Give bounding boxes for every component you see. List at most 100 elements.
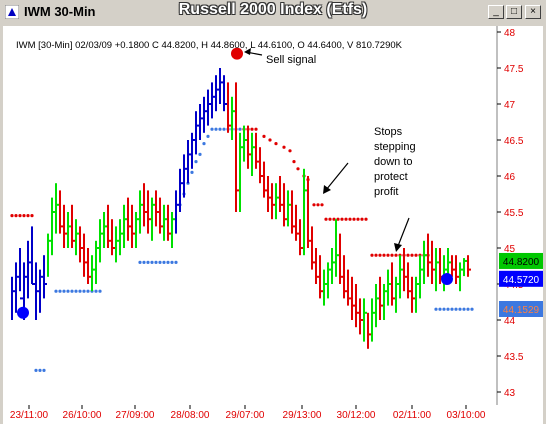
price-bar bbox=[459, 262, 463, 292]
price-bar bbox=[331, 248, 335, 284]
price-bar bbox=[343, 255, 347, 299]
price-bar bbox=[27, 240, 31, 299]
support-dot bbox=[470, 307, 474, 311]
price-bar bbox=[159, 197, 163, 234]
support-dot bbox=[150, 260, 154, 264]
price-bar bbox=[47, 233, 51, 277]
support-dot bbox=[42, 368, 46, 372]
price-bar bbox=[167, 204, 171, 241]
support-dot bbox=[62, 289, 66, 293]
price-bar bbox=[315, 248, 319, 284]
price-label-box bbox=[499, 252, 543, 269]
resistance-dot bbox=[282, 145, 286, 149]
price-bar bbox=[455, 255, 459, 284]
price-bar bbox=[351, 276, 355, 320]
price-bar bbox=[387, 269, 391, 306]
price-bar bbox=[307, 176, 311, 248]
price-bar bbox=[87, 248, 91, 284]
price-bar bbox=[435, 248, 439, 292]
price-bar bbox=[135, 212, 139, 248]
support-dot bbox=[74, 289, 78, 293]
price-bar bbox=[195, 111, 199, 155]
price-label-box bbox=[499, 300, 543, 317]
price-bar bbox=[155, 190, 159, 227]
resistance-dot bbox=[332, 217, 336, 221]
y-tick-label: 48 bbox=[504, 28, 516, 39]
resistance-dot bbox=[22, 214, 26, 218]
price-bar bbox=[311, 226, 315, 270]
support-dot bbox=[210, 127, 214, 131]
price-bar bbox=[339, 233, 343, 284]
price-bar bbox=[191, 132, 195, 169]
price-bar bbox=[259, 147, 263, 184]
sell-signal-marker bbox=[231, 47, 243, 60]
maximize-button[interactable]: □ bbox=[506, 5, 522, 19]
price-bar bbox=[255, 132, 259, 169]
y-tick-label: 47 bbox=[504, 100, 516, 111]
resistance-dot bbox=[268, 138, 272, 142]
close-button[interactable]: × bbox=[525, 5, 541, 19]
title-bar[interactable]: IWM 30-Min Russell 2000 Index (Etfs) _ □… bbox=[0, 0, 546, 24]
support-dot bbox=[190, 170, 194, 174]
resistance-dot bbox=[296, 167, 300, 171]
price-bar bbox=[423, 240, 427, 284]
price-bar bbox=[131, 204, 135, 248]
resistance-dot bbox=[320, 203, 324, 207]
price-bar bbox=[367, 312, 371, 349]
price-bar bbox=[227, 82, 231, 133]
x-tick-label: 03/10:00 bbox=[447, 410, 486, 421]
stops-label-line: Stops bbox=[374, 126, 403, 138]
y-tick-label: 44 bbox=[504, 316, 516, 327]
price-bar bbox=[11, 276, 15, 320]
price-bar bbox=[139, 190, 143, 234]
price-bar bbox=[175, 190, 179, 234]
minimize-button[interactable]: _ bbox=[488, 5, 504, 19]
resistance-dot bbox=[10, 214, 14, 218]
x-tick-label: 29/13:00 bbox=[283, 410, 322, 421]
x-tick-label: 29/07:00 bbox=[226, 410, 265, 421]
resistance-dot bbox=[316, 203, 320, 207]
y-tick-label: 46 bbox=[504, 172, 516, 183]
resistance-dot bbox=[262, 134, 266, 138]
resistance-dot bbox=[386, 253, 390, 257]
resistance-dot bbox=[356, 217, 360, 221]
price-bar bbox=[107, 204, 111, 248]
resistance-dot bbox=[254, 127, 258, 131]
support-dot bbox=[146, 260, 150, 264]
price-bar bbox=[103, 212, 107, 248]
support-dot bbox=[198, 152, 202, 156]
x-tick-label: 26/10:00 bbox=[63, 410, 102, 421]
price-bar bbox=[207, 89, 211, 126]
price-bar bbox=[299, 219, 303, 256]
resistance-dot bbox=[344, 217, 348, 221]
support-dot bbox=[54, 289, 58, 293]
price-bar bbox=[327, 262, 331, 299]
app-icon bbox=[5, 5, 19, 19]
support-dot bbox=[154, 260, 158, 264]
price-bar bbox=[407, 262, 411, 299]
support-dot bbox=[38, 368, 42, 372]
sell-signal-label: Sell signal bbox=[266, 54, 316, 66]
price-bar bbox=[283, 183, 287, 227]
price-bar bbox=[359, 298, 363, 335]
price-bar bbox=[179, 168, 183, 212]
price-bar bbox=[291, 190, 295, 234]
support-dot bbox=[138, 260, 142, 264]
price-bar bbox=[127, 197, 131, 241]
resistance-dot bbox=[340, 217, 344, 221]
price-label-text: 44.5720 bbox=[503, 275, 540, 286]
support-dot bbox=[462, 307, 466, 311]
stops-label-line: down to bbox=[374, 156, 413, 168]
y-tick-label: 43 bbox=[504, 388, 516, 399]
price-label: 44.1529 bbox=[499, 300, 543, 317]
support-dot bbox=[218, 127, 222, 131]
plot-area bbox=[3, 26, 497, 405]
chart-title: Russell 2000 Index (Etfs) bbox=[178, 1, 368, 18]
price-bar bbox=[275, 183, 279, 220]
support-dot bbox=[214, 127, 218, 131]
price-bar bbox=[323, 269, 327, 306]
price-bar bbox=[71, 204, 75, 248]
price-bar bbox=[39, 269, 43, 313]
